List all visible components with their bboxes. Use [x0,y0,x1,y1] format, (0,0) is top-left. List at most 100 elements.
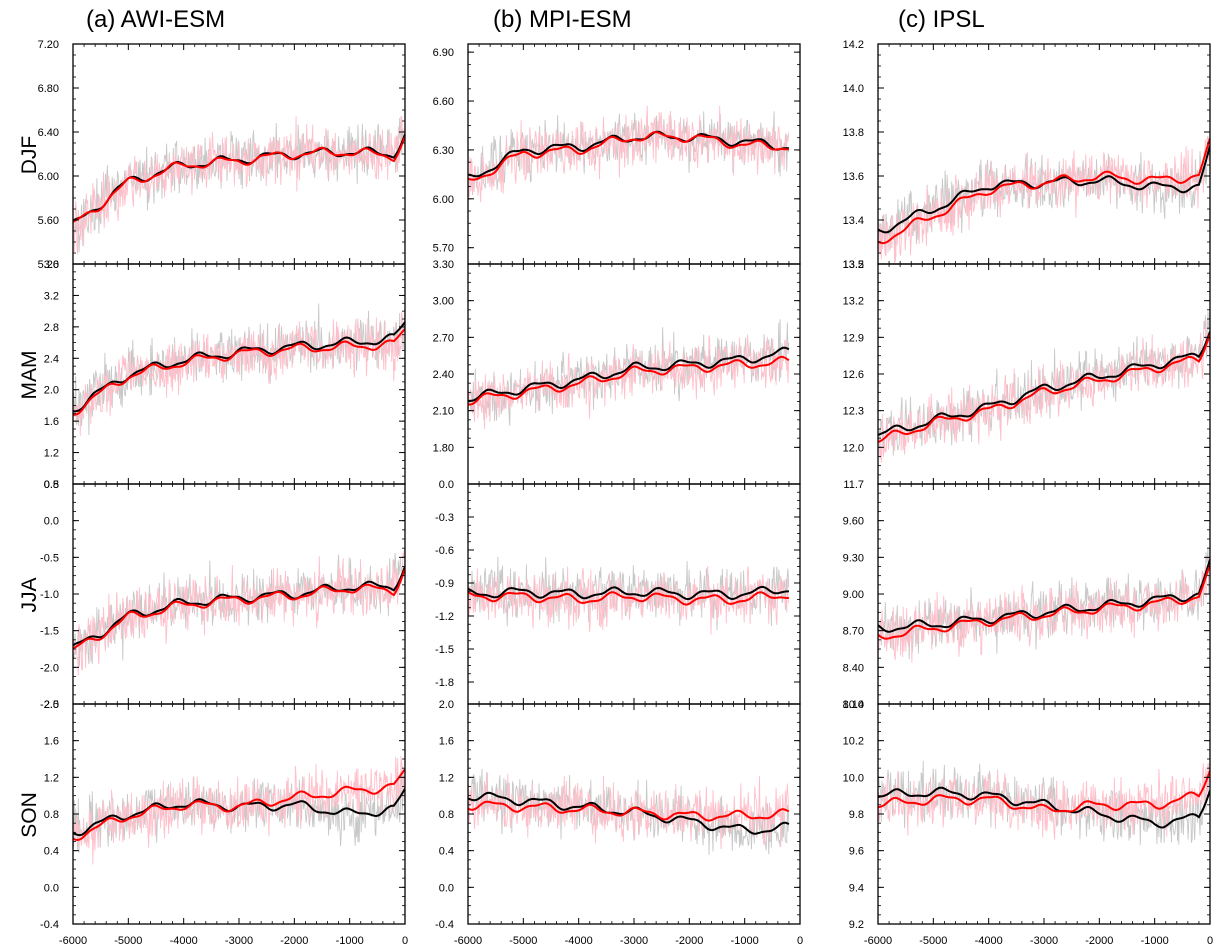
panel-cipsl-mam: 11.712.012.312.612.913.213.5 [843,259,1211,491]
y-tick-label: 12.6 [843,369,864,381]
panel-bmpiesm-djf: 5.70 6.00 6.30 6.60 6.90 [433,43,801,265]
y-tick-label: 9.2 [849,919,864,931]
row-label-mam: MAM [18,351,41,400]
x-tick-label: -1000 [731,935,759,947]
y-tick-label: 8.40 [843,662,864,674]
row-label-son: SON [18,792,41,838]
y-tick-label: 2.0 [44,699,59,711]
smoothed-series-black [468,585,789,601]
panel-data [468,105,790,203]
y-tick-label: 3.30 [433,259,454,271]
panels: 5.20 5.60 6.00 6.40 6.80 7.20 5.70 6.00 6.30 6.60… [38,39,1213,947]
x-tick-label: -5000 [114,935,142,947]
y-tick-label: 8.70 [843,626,864,638]
x-tick-label: -2000 [280,935,308,947]
y-tick-label: 3.00 [433,296,454,308]
panel-data [878,127,1210,264]
x-tick-label: -1000 [1141,935,1169,947]
annual-series-pink [878,320,1210,463]
smoothed-series-red [878,333,1210,444]
x-tick-label: -6000 [59,935,87,947]
y-tick-label: 9.8 [849,809,864,821]
smoothed-series-red [73,768,405,842]
column-title-a: (a) AWI-ESM [86,6,225,33]
x-tick-label: 0 [1207,935,1213,947]
annual-series-pink [878,556,1210,663]
y-tick-label: 0.0 [439,882,454,894]
smoothed-series-black [878,559,1210,633]
y-tick-label: 13.4 [843,215,864,227]
y-tick-label: 3.2 [44,290,59,302]
y-tick-label: 12.9 [843,332,864,344]
y-tick-label: 1.80 [433,442,454,454]
y-tick-label: 5.60 [38,215,59,227]
panel-data [878,546,1210,663]
y-tick-label: 0.8 [439,809,454,821]
y-tick-label: -2.0 [40,662,59,674]
smoothed-series-red [73,136,405,223]
panel-frame [72,263,406,485]
panel-data [468,319,790,430]
y-tick-label: 12.0 [843,442,864,454]
y-tick-label: 13.2 [843,259,864,271]
panel-bmpiesm-mam: 1.80 2.10 2.40 2.70 3.00 3.30 [433,259,801,485]
panel-data [73,115,405,255]
y-tick-label: -0.4 [435,919,454,931]
x-tick-label: -4000 [170,935,198,947]
y-tick-label: 9.6 [849,846,864,858]
y-tick-label: -1.2 [435,611,454,623]
smoothed-series-red [468,355,790,406]
panel-cipsl-djf: 13.2 13.4 13.6 13.8 14.0 14.2 [843,39,1211,271]
column-title-c: (c) IPSL [898,6,985,33]
panel-data [468,768,790,856]
x-tick-label: -4000 [975,935,1003,947]
y-tick-label: 9.4 [849,882,864,894]
panel-bmpiesm-son: -0.4 0.0 0.4 0.8 1.2 1.6 2.0 -6000 -5000 -4000 -30… [435,699,803,947]
y-tick-label: 9.00 [843,589,864,601]
y-tick-label: 1.2 [44,772,59,784]
panel-aawiesm-son: -0.4 0.0 0.4 0.8 1.2 1.6 2.0 -6000 -5000 -4000 -30… [40,699,408,947]
y-tick-label: 1.2 [439,772,454,784]
y-tick-label: 10.2 [843,736,864,748]
y-tick-label: -0.4 [40,919,59,931]
y-tick-label: -0.5 [40,552,59,564]
y-tick-label: 14.0 [843,83,864,95]
y-tick-label: 13.6 [843,171,864,183]
panel-data [878,759,1210,846]
x-tick-label: -6000 [454,935,482,947]
panel-cipsl-son: 9.2 9.4 9.6 9.8 10.0 10.2 10.4 -6000 -5000 -4000 -… [843,699,1213,947]
annual-series-pink [468,565,790,635]
smoothed-series-red [878,770,1210,813]
y-tick-label: 13.8 [843,127,864,139]
smoothed-series-red [468,800,790,822]
panel-cipsl-jja: 8.10 8.40 8.70 9.00 9.30 9.60 [843,483,1211,711]
y-tick-label: -1.8 [435,677,454,689]
y-tick-label: 2.8 [44,322,59,334]
y-tick-label: 6.40 [38,127,59,139]
y-tick-label: 3.6 [44,259,59,271]
panel-data [73,549,405,676]
smoothed-series-red [468,591,789,606]
y-tick-label: 2.0 [439,699,454,711]
panel-frame [72,483,406,705]
y-tick-label: 13.2 [843,296,864,308]
y-tick-label: 1.6 [439,736,454,748]
x-tick-label: -5000 [509,935,537,947]
y-tick-label: 12.3 [843,406,864,418]
y-tick-label: 0.4 [439,846,454,858]
y-tick-label: -1.0 [40,589,59,601]
annual-series-pink [878,127,1210,264]
y-tick-label: 6.00 [433,194,454,206]
panel-aawiesm-mam: 0.8 1.2 1.6 2.0 2.4 2.8 3.2 3.6 [44,259,406,491]
y-tick-label: 2.40 [433,369,454,381]
panel-data [468,556,790,635]
y-tick-label: 0.0 [44,882,59,894]
y-tick-label: 10.0 [843,772,864,784]
smoothed-series-black [878,786,1210,829]
y-tick-label: -0.6 [435,545,454,557]
y-tick-label: 0.0 [44,516,59,528]
y-tick-label: 6.60 [433,96,454,108]
y-tick-label: 9.60 [843,516,864,528]
panel-data [73,303,405,436]
